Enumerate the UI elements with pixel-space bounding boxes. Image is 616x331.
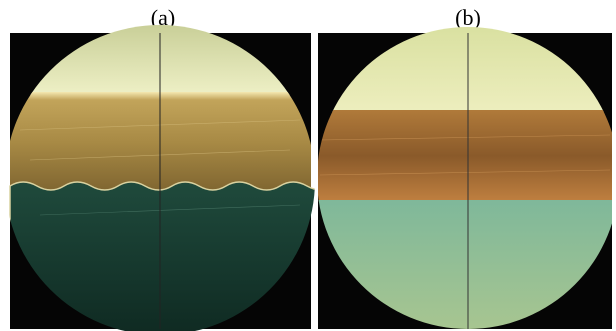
micrograph bbox=[318, 25, 612, 331]
panel-label: (b) bbox=[455, 5, 481, 30]
page: (a) (b) (() => { const data = JSON.parse… bbox=[0, 0, 616, 331]
figure: (a) (b) bbox=[0, 0, 616, 331]
